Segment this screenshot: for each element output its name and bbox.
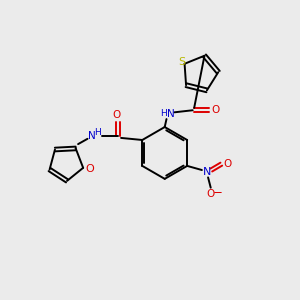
Text: S: S	[179, 57, 186, 67]
Text: N: N	[88, 131, 95, 142]
Text: O: O	[112, 110, 121, 120]
Text: H: H	[160, 109, 167, 118]
Text: N: N	[203, 167, 212, 177]
Text: −: −	[212, 187, 222, 200]
Text: H: H	[94, 128, 101, 136]
Text: O: O	[207, 189, 215, 199]
Text: N: N	[167, 109, 175, 119]
Text: O: O	[211, 105, 220, 115]
Text: O: O	[223, 159, 231, 169]
Text: O: O	[85, 164, 94, 174]
